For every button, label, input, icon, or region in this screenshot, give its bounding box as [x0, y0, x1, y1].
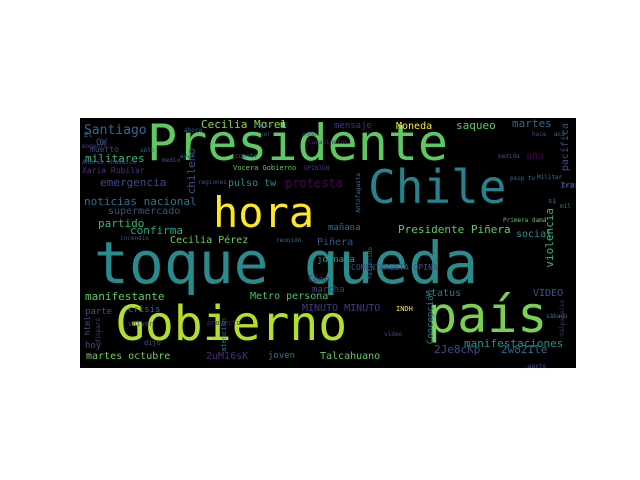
word: tras [562, 181, 576, 189]
word: Chile [368, 160, 507, 214]
word: regiones [198, 179, 227, 186]
word: calle [254, 122, 273, 129]
word: Iras [560, 181, 576, 190]
word: 2w82Ile [501, 343, 548, 356]
word: marcha [312, 285, 345, 295]
word: video [384, 331, 403, 338]
word: VIDEO [533, 288, 564, 299]
word: cómo [302, 131, 317, 138]
word: Presidente [147, 118, 449, 172]
word: hora [213, 188, 315, 237]
word: supermercado [108, 206, 181, 217]
word: militares [85, 152, 145, 165]
word: manifestante [85, 290, 165, 303]
word: Xaria Rubilar [82, 166, 145, 175]
word: dijo [144, 339, 161, 347]
word: ahora [184, 127, 203, 134]
word: protesta [285, 176, 343, 190]
word: MINUTO MINUTO [302, 303, 381, 314]
word: si [548, 197, 557, 205]
word: OPINIÓN [304, 165, 330, 172]
word: Gobierno [116, 296, 348, 352]
word: año [526, 151, 545, 162]
word: Vocera Gobierno [233, 164, 297, 172]
word: Cecilia Morel [201, 118, 288, 131]
word: ayer [180, 153, 195, 160]
word: mañana [328, 223, 361, 233]
word: Antofagasta [355, 173, 362, 213]
word: Cecilia Pérez [170, 235, 249, 246]
word: mensaje [334, 121, 372, 131]
word: social [516, 229, 553, 240]
word: 2Je8cKp [434, 343, 481, 356]
word: Cómo [308, 275, 330, 285]
word: Presidente Piñera [398, 223, 511, 236]
word: volver [128, 320, 154, 328]
word: toque queda [94, 229, 479, 297]
word: momento [82, 143, 108, 150]
word: acá [554, 131, 565, 138]
word: gente [528, 363, 547, 369]
word: hoy [85, 341, 102, 351]
word: pulso tw [228, 178, 277, 189]
word: status [425, 288, 462, 299]
word: muerto [90, 145, 119, 154]
word: sábado [546, 313, 568, 320]
word: Piñera [317, 237, 354, 248]
word: país [427, 286, 548, 344]
word: cuenta [235, 153, 257, 160]
word: Andrés Chadwick [82, 159, 137, 166]
word: Metro persona [250, 291, 329, 302]
word: Carabineros [308, 139, 348, 146]
word: INDH [396, 305, 413, 313]
word: sólo [140, 147, 155, 154]
word: proyecto [207, 319, 241, 327]
word: joven [268, 351, 296, 361]
word: manifestaciones [464, 337, 564, 350]
word: emergencia [100, 176, 167, 189]
word: El [84, 131, 93, 139]
word: Concepción [426, 290, 436, 345]
word: medida [498, 153, 520, 160]
word: parte [85, 307, 113, 317]
word: pscp tv [510, 175, 536, 182]
word: 2uM16sK [206, 351, 249, 362]
word: medio [162, 157, 181, 164]
word: Santiago [84, 123, 147, 138]
word: ser [260, 131, 271, 138]
word: jornada [317, 255, 355, 265]
word: COMENTARISTA OPINA [351, 263, 438, 272]
word: mil [560, 203, 571, 210]
word: hace [532, 131, 547, 138]
word: martes octubre [86, 351, 171, 362]
word: Talcahuano [320, 351, 381, 362]
word: aquí [524, 366, 538, 369]
word: Moneda [396, 121, 433, 132]
word: Militar [537, 174, 563, 181]
word: atención [220, 318, 228, 352]
word: fallecido [367, 247, 374, 280]
word: partido [98, 217, 145, 230]
word: OW [96, 138, 107, 148]
word: saqueo [456, 119, 496, 132]
word: martes [512, 118, 552, 130]
word: incendio [120, 235, 149, 242]
word: reunión [276, 237, 302, 244]
word: disparo [95, 318, 102, 344]
word: confirma [130, 224, 183, 237]
word: noticias nacional [84, 195, 197, 208]
word: crisis [128, 305, 161, 315]
word-cloud: toque queda Presidente Gobierno país Chi… [80, 118, 576, 368]
word: html [83, 316, 92, 336]
word: Primera dama [503, 217, 547, 224]
